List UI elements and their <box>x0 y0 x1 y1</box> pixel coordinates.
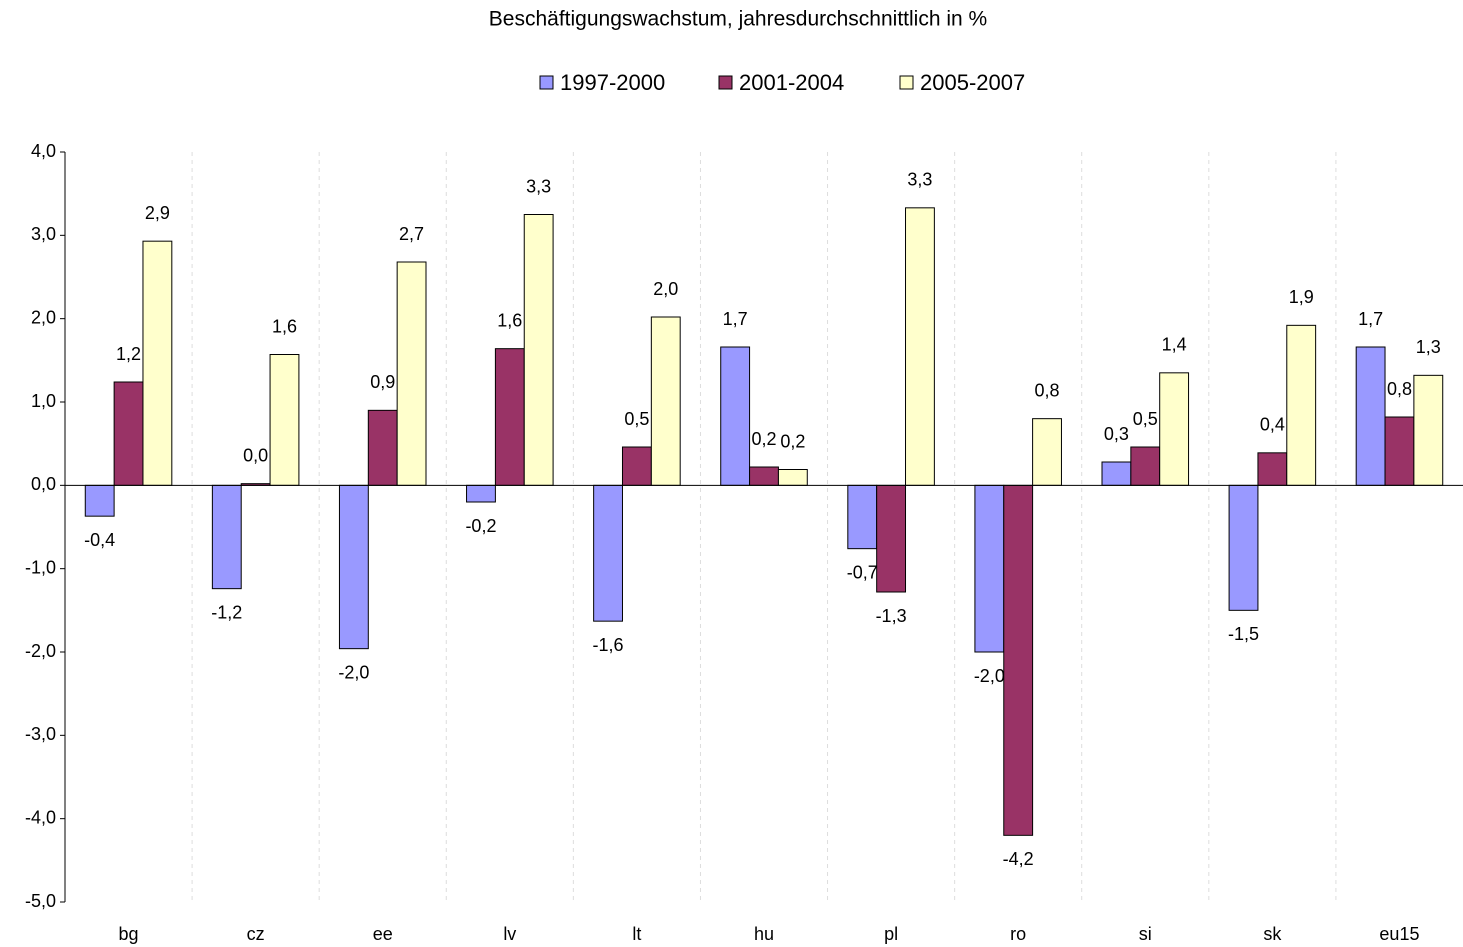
legend-swatch <box>539 75 554 90</box>
data-label: 1,7 <box>723 309 748 329</box>
bar <box>338 484 369 650</box>
bar <box>1032 418 1062 486</box>
x-tick-label: cz <box>247 924 265 944</box>
legend-label: 2001-2004 <box>739 70 844 95</box>
bar <box>113 381 144 486</box>
bar <box>847 484 878 550</box>
x-tick-label: ro <box>1010 924 1026 944</box>
bar <box>396 261 427 486</box>
data-label: 0,8 <box>1387 379 1412 399</box>
data-label: -4,2 <box>1003 849 1034 869</box>
x-tick-label: lt <box>632 924 641 944</box>
bar <box>1413 374 1444 486</box>
bar <box>876 484 907 593</box>
data-label: -0,2 <box>465 516 496 536</box>
data-label: 2,9 <box>145 203 170 223</box>
bar <box>523 214 554 486</box>
bar <box>1286 324 1317 486</box>
bar <box>621 446 652 486</box>
bar <box>367 409 398 486</box>
y-tick-label: 1,0 <box>31 391 56 411</box>
bar <box>269 354 300 486</box>
bar <box>1101 461 1132 486</box>
data-label: 0,5 <box>1133 409 1158 429</box>
y-tick-label: -2,0 <box>25 641 56 661</box>
y-tick-label: 4,0 <box>31 141 56 161</box>
data-label: -2,0 <box>974 666 1005 686</box>
data-label: -0,4 <box>84 530 115 550</box>
data-label: 1,6 <box>497 310 522 330</box>
data-label: 0,2 <box>751 429 776 449</box>
bar <box>1257 452 1288 486</box>
y-tick-label: -5,0 <box>25 891 56 911</box>
y-tick-label: 3,0 <box>31 224 56 244</box>
bar <box>974 484 1005 653</box>
data-label: -2,0 <box>338 662 369 682</box>
data-label: 0,4 <box>1260 415 1285 435</box>
bar <box>466 484 496 503</box>
data-label: 2,0 <box>653 279 678 299</box>
bar <box>593 484 623 622</box>
bar <box>1159 372 1190 486</box>
y-tick-label: -4,0 <box>25 807 56 827</box>
legend-label: 1997-2000 <box>560 70 665 95</box>
x-tick-label: si <box>1139 924 1152 944</box>
data-label: 1,4 <box>1162 335 1187 355</box>
bar <box>1355 346 1386 486</box>
data-label: -0,7 <box>847 562 878 582</box>
bar <box>1003 484 1034 836</box>
bar <box>1228 484 1259 611</box>
data-label: 1,7 <box>1358 309 1383 329</box>
y-tick-label: -3,0 <box>25 724 56 744</box>
x-tick-label: eu15 <box>1379 924 1419 944</box>
bar <box>142 240 173 486</box>
data-label: 0,0 <box>243 445 268 465</box>
data-label: -1,2 <box>211 602 242 622</box>
bar <box>84 484 115 517</box>
data-label: 3,3 <box>907 170 932 190</box>
data-label: 0,3 <box>1104 424 1129 444</box>
data-label: 0,5 <box>624 409 649 429</box>
y-tick-label: -1,0 <box>25 557 56 577</box>
y-tick-label: 2,0 <box>31 307 56 327</box>
bar <box>650 316 681 486</box>
bar <box>1384 416 1415 486</box>
bar <box>905 207 935 486</box>
legend-swatch <box>899 75 914 90</box>
data-label: 1,3 <box>1416 337 1441 357</box>
bar <box>749 466 779 486</box>
x-tick-label: lv <box>503 924 516 944</box>
x-tick-label: bg <box>119 924 139 944</box>
data-label: -1,3 <box>876 606 907 626</box>
data-label: -1,6 <box>593 635 624 655</box>
x-tick-label: hu <box>754 924 774 944</box>
legend-label: 2005-2007 <box>920 70 1025 95</box>
chart-title: Beschäftigungswachstum, jahresdurchschni… <box>489 8 987 31</box>
data-label: -1,5 <box>1228 624 1259 644</box>
bar <box>211 484 242 590</box>
legend-swatch <box>718 75 733 90</box>
y-tick-label: 0,0 <box>31 474 56 494</box>
bar <box>777 469 808 486</box>
data-label: 1,9 <box>1289 287 1314 307</box>
data-label: 0,8 <box>1035 380 1060 400</box>
bar <box>494 348 525 486</box>
data-label: 1,2 <box>116 344 141 364</box>
x-tick-label: sk <box>1263 924 1282 944</box>
data-label: 0,2 <box>780 431 805 451</box>
data-label: 3,3 <box>526 176 551 196</box>
bar <box>720 346 751 486</box>
x-tick-label: ee <box>373 924 393 944</box>
data-label: 0,9 <box>370 372 395 392</box>
data-label: 1,6 <box>272 316 297 336</box>
bar <box>1130 446 1161 486</box>
data-label: 2,7 <box>399 224 424 244</box>
x-tick-label: pl <box>884 924 898 944</box>
